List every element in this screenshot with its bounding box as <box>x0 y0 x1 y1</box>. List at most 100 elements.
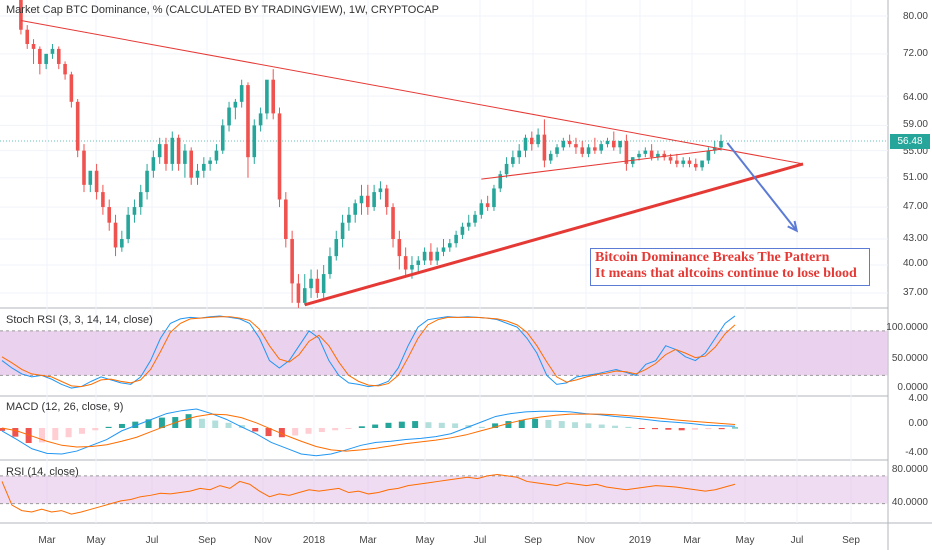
date-tick: Jul <box>145 535 159 546</box>
candle-body <box>56 48 61 64</box>
candle-body <box>44 53 48 64</box>
price-tick: 51.00 <box>902 172 928 183</box>
candle-body <box>580 147 585 154</box>
candle-body <box>334 239 339 257</box>
candle-body <box>328 256 332 275</box>
candle-body <box>485 203 490 208</box>
candle-body <box>479 203 484 215</box>
macd-hist-bar <box>692 428 699 430</box>
candle-body <box>384 188 389 208</box>
macd-hist-bar <box>518 419 525 428</box>
candle-body <box>176 137 181 164</box>
macd-hist-bar <box>158 417 165 428</box>
candle-body <box>290 239 294 284</box>
candle-body <box>366 195 370 208</box>
macd-hist-bar <box>612 425 619 428</box>
macd-hist-bar <box>505 421 512 428</box>
candle-body <box>38 48 42 64</box>
candle-body <box>69 74 74 102</box>
candle-body <box>473 214 477 223</box>
macd-hist-bar <box>572 422 579 428</box>
trendline <box>481 148 722 180</box>
candle-body <box>593 147 597 151</box>
macd-hist-bar <box>332 428 339 431</box>
date-tick: Mar <box>38 535 56 546</box>
candle-body <box>164 144 168 164</box>
annotation-box: Bitcoin Dominance Breaks The Pattern It … <box>590 248 870 286</box>
candle-body <box>454 234 458 244</box>
candle-body <box>668 157 673 161</box>
candle-body <box>403 256 408 270</box>
price-tick: 37.00 <box>902 287 928 298</box>
candle-body <box>347 214 351 223</box>
price-tick: 80.00 <box>902 11 928 22</box>
candle-body <box>183 150 187 164</box>
last-price-badge: 56.48 <box>890 134 930 149</box>
candle-body <box>586 147 591 154</box>
candle-body <box>284 199 288 240</box>
candle-body <box>63 63 67 75</box>
candle-body <box>220 125 225 151</box>
candle-body <box>416 260 421 265</box>
date-tick: May <box>735 535 755 546</box>
macd-hist-bar <box>0 428 5 431</box>
price-tick: 43.00 <box>902 233 928 244</box>
macd-tick: 0.00 <box>908 418 928 429</box>
macd-hist-bar <box>105 426 112 428</box>
macd-hist-bar <box>78 428 85 434</box>
stoch-tick: 50.0000 <box>891 353 928 364</box>
macd-hist-bar <box>585 423 592 428</box>
candle-body <box>574 144 578 148</box>
date-tick: Mar <box>683 535 701 546</box>
stoch-k-line <box>1 315 736 389</box>
candle-body <box>643 150 648 154</box>
stoch-tick: 0.0000 <box>897 382 928 393</box>
candle-body <box>466 222 471 227</box>
candle-body <box>611 140 616 148</box>
rsi-tick: 40.0000 <box>891 497 928 508</box>
candle-body <box>145 170 149 193</box>
trendline <box>20 20 804 165</box>
candle-body <box>252 125 257 158</box>
candle-body <box>265 79 269 114</box>
candle-body <box>605 140 610 145</box>
candle-body <box>511 157 515 164</box>
candle-body <box>492 188 496 208</box>
candle-body <box>353 203 357 215</box>
candle-body <box>712 147 717 151</box>
macd-hist-bar <box>652 428 659 430</box>
candle-body <box>681 160 685 164</box>
macd-hist-bar <box>118 423 125 428</box>
candle-body <box>302 288 307 303</box>
forecast-arrow <box>726 142 798 232</box>
candle-body <box>530 137 534 145</box>
candle-body <box>19 0 23 30</box>
macd-hist-bar <box>318 428 325 433</box>
candle-body <box>208 160 212 164</box>
macd-hist-bar <box>145 419 152 428</box>
candle-body <box>246 85 250 158</box>
candle-body <box>719 140 723 148</box>
macd-hist-bar <box>25 428 32 443</box>
candle-body <box>88 170 93 185</box>
macd-hist-bar <box>92 428 99 431</box>
candle-body <box>107 207 112 223</box>
trendline <box>304 162 804 307</box>
candle-body <box>31 44 36 49</box>
candle-body <box>422 251 427 261</box>
candle-body <box>296 283 301 303</box>
annotation-line-1: Bitcoin Dominance Breaks The Pattern <box>595 250 830 265</box>
candle-body <box>397 239 402 257</box>
macd-hist-bar <box>65 428 72 438</box>
candle-body <box>101 192 105 208</box>
candle-body <box>277 113 282 200</box>
candle-body <box>50 48 55 54</box>
macd-hist-bar <box>398 421 405 428</box>
macd-hist-bar <box>625 426 632 428</box>
candle-body <box>378 188 383 193</box>
candle-body <box>126 214 130 240</box>
candle-body <box>315 278 320 293</box>
candle-body <box>359 195 364 204</box>
date-tick: Nov <box>254 535 272 546</box>
